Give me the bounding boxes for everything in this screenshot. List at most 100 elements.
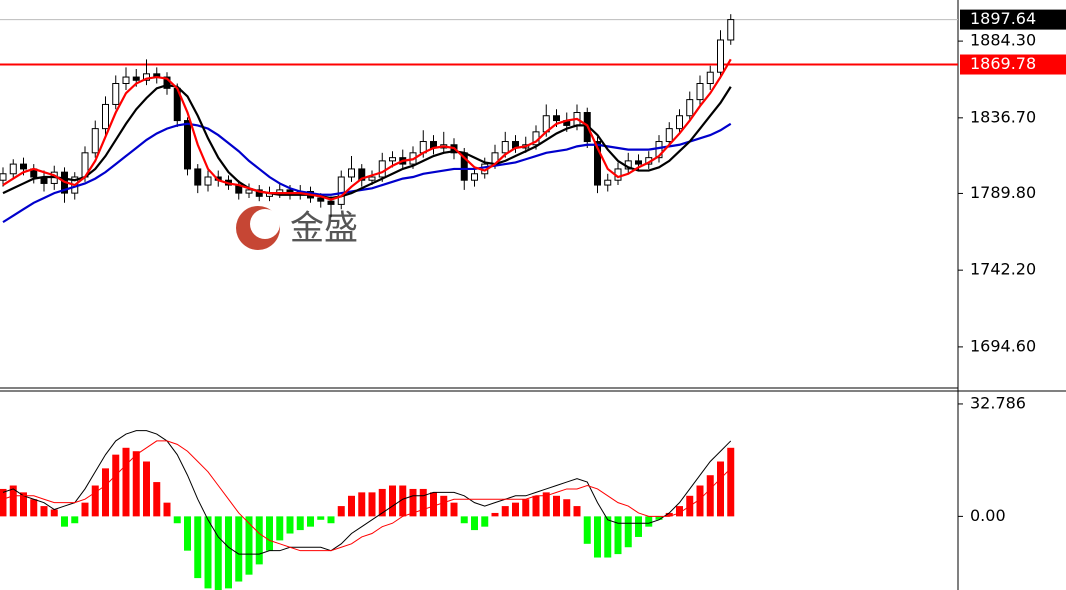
y-tick-label: 1836.70 bbox=[970, 107, 1036, 126]
histogram-bar bbox=[112, 454, 120, 517]
histogram-bar bbox=[727, 447, 735, 517]
histogram-bar bbox=[491, 512, 499, 517]
histogram-bar bbox=[235, 516, 243, 582]
histogram-bar bbox=[583, 516, 591, 544]
macd-line bbox=[2, 440, 732, 552]
histogram-bar bbox=[184, 516, 191, 551]
histogram-bar bbox=[501, 506, 509, 517]
histogram-bar bbox=[337, 506, 345, 517]
histogram-bar bbox=[696, 485, 704, 517]
moving-average-line bbox=[2, 122, 732, 224]
candle-body bbox=[337, 176, 345, 205]
candle-body bbox=[194, 168, 202, 186]
histogram-bar bbox=[430, 492, 437, 517]
histogram-bar bbox=[399, 485, 407, 517]
histogram-bar bbox=[163, 502, 171, 517]
histogram-bar bbox=[573, 506, 581, 517]
candle-body bbox=[112, 82, 120, 105]
histogram-bar bbox=[635, 516, 642, 537]
histogram-bar bbox=[378, 488, 386, 517]
histogram-bar bbox=[61, 516, 68, 527]
histogram-bar bbox=[655, 516, 663, 520]
histogram-bar bbox=[368, 492, 376, 517]
candle-body bbox=[604, 179, 612, 186]
histogram-bar bbox=[594, 516, 601, 558]
macd-line bbox=[2, 430, 732, 555]
y-tick-label: 1742.20 bbox=[970, 260, 1036, 279]
histogram-bar bbox=[71, 516, 79, 524]
candle-body bbox=[245, 189, 253, 194]
histogram-bar bbox=[153, 482, 161, 517]
candle-body bbox=[686, 99, 694, 117]
histogram-bar bbox=[173, 516, 181, 524]
candle-body bbox=[665, 128, 673, 143]
histogram-bar bbox=[255, 516, 263, 565]
histogram-bar bbox=[0, 488, 7, 517]
histogram-bar bbox=[532, 495, 540, 517]
histogram-bar bbox=[614, 516, 622, 555]
histogram-bar bbox=[512, 502, 519, 517]
candle-body bbox=[501, 141, 509, 154]
histogram-bar bbox=[9, 485, 17, 517]
histogram-bar bbox=[522, 499, 530, 517]
histogram-bar bbox=[327, 516, 335, 524]
y-tick-label: 1884.30 bbox=[970, 31, 1036, 50]
histogram-bar bbox=[604, 516, 612, 558]
histogram-bar bbox=[102, 468, 109, 517]
histogram-bar bbox=[245, 516, 253, 575]
y-tick-label: 32.786 bbox=[970, 393, 1026, 412]
candle-body bbox=[635, 160, 642, 165]
histogram-bar bbox=[40, 506, 48, 517]
histogram-bar bbox=[471, 516, 478, 531]
histogram-bar bbox=[665, 512, 673, 517]
candle-body bbox=[706, 71, 714, 84]
moving-average-line bbox=[2, 83, 732, 200]
price-line-box bbox=[960, 54, 1066, 75]
candle-body bbox=[20, 163, 27, 170]
candle-body bbox=[348, 168, 355, 178]
y-tick-label: 1789.80 bbox=[970, 183, 1036, 202]
candle-body bbox=[727, 19, 735, 41]
histogram-bar bbox=[348, 495, 355, 517]
histogram-bar bbox=[296, 516, 304, 531]
candle-body bbox=[594, 141, 601, 186]
candle-body bbox=[358, 168, 366, 181]
histogram-bar bbox=[409, 488, 417, 517]
candle-body bbox=[553, 115, 560, 122]
candle-body bbox=[122, 76, 130, 84]
histogram-bar bbox=[624, 516, 632, 548]
histogram-bar bbox=[143, 461, 150, 517]
histogram-bar bbox=[481, 516, 489, 527]
histogram-bar bbox=[440, 495, 448, 517]
histogram-bar bbox=[30, 499, 38, 517]
histogram-bar bbox=[91, 485, 99, 517]
histogram-bar bbox=[706, 475, 714, 517]
histogram-bar bbox=[419, 488, 427, 517]
candle-body bbox=[204, 176, 212, 186]
watermark-logo bbox=[250, 209, 280, 239]
moving-average-line bbox=[2, 58, 732, 201]
histogram-bar bbox=[676, 506, 683, 517]
y-tick-label: 1694.60 bbox=[970, 336, 1036, 355]
candle-body bbox=[389, 157, 396, 162]
last-price-box bbox=[960, 9, 1066, 30]
histogram-bar bbox=[194, 516, 202, 579]
candle-body bbox=[91, 128, 99, 154]
candle-body bbox=[255, 189, 263, 197]
histogram-bar bbox=[450, 502, 458, 517]
candle-body bbox=[655, 141, 663, 159]
candle-body bbox=[471, 173, 478, 181]
histogram-bar bbox=[266, 516, 273, 551]
histogram-bar bbox=[553, 495, 560, 517]
histogram-bar bbox=[317, 516, 325, 520]
candle-body bbox=[368, 176, 376, 181]
histogram-bar bbox=[225, 516, 232, 589]
candle-body bbox=[717, 39, 724, 73]
candle-body bbox=[9, 163, 17, 175]
histogram-bar bbox=[132, 451, 140, 517]
watermark: 金盛 bbox=[290, 209, 358, 249]
histogram-bar bbox=[460, 516, 468, 524]
histogram-bar bbox=[122, 447, 130, 517]
histogram-bar bbox=[542, 492, 550, 517]
